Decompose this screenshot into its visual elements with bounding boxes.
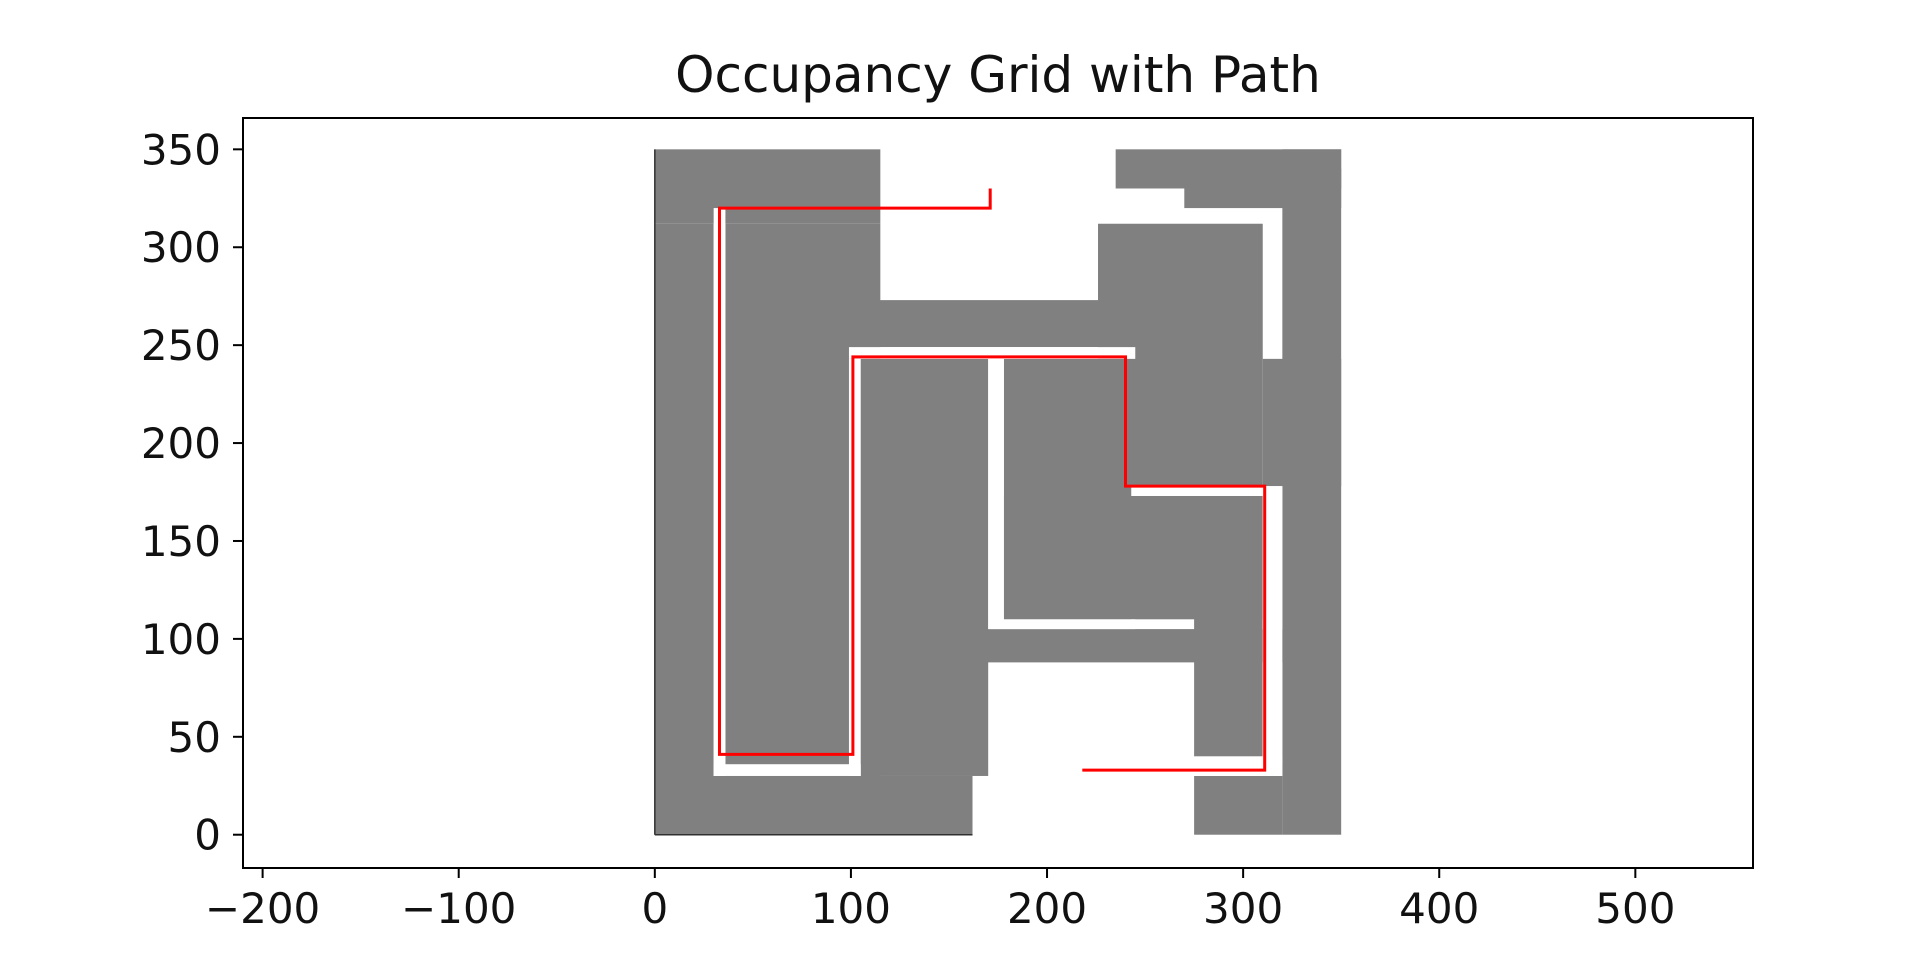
free-cell [988,619,1136,630]
y-tick-label: 50 [168,713,221,762]
occupied-cell [860,358,989,776]
y-tick-label: 150 [141,517,221,566]
free-cell [848,347,1136,359]
free-cell [1194,756,1283,776]
occupied-cell [1194,775,1283,835]
free-cell [1262,486,1283,765]
free-cell [1131,486,1263,496]
occupied-cell [725,300,1149,348]
x-axis: −200 −100 0 100 200 300 400 500 [205,868,1675,933]
x-tick-label: −200 [205,884,320,933]
x-tick-label: 0 [641,884,668,933]
occupied-cell [654,149,881,224]
y-tick-label: 250 [141,321,221,370]
y-tick-label: 300 [141,223,221,272]
occupied-cell [654,775,973,835]
chart-title: Occupancy Grid with Path [675,46,1321,104]
y-tick-label: 100 [141,615,221,664]
y-tick-label: 0 [194,811,221,860]
x-tick-label: 200 [1007,884,1087,933]
path-layer [718,188,1267,772]
path-line [718,188,1267,772]
x-tick-label: 300 [1203,884,1283,933]
occupancy-grid [654,149,1342,836]
x-tick-label: 100 [811,884,891,933]
free-cell [713,764,861,776]
x-tick-label: −100 [401,884,516,933]
occupied-cell [1282,149,1342,835]
y-tick-label: 350 [141,125,221,174]
y-tick-label: 200 [141,419,221,468]
free-cell [988,358,1004,620]
free-cell [848,358,861,776]
x-tick-label: 400 [1399,884,1479,933]
axes [242,117,1754,869]
occupied-cell [654,223,714,835]
y-axis: 0 50 100 150 200 250 300 350 [141,125,243,860]
x-tick-label: 500 [1595,884,1675,933]
axes-frame [242,117,1754,869]
occupied-cell [1194,495,1263,757]
